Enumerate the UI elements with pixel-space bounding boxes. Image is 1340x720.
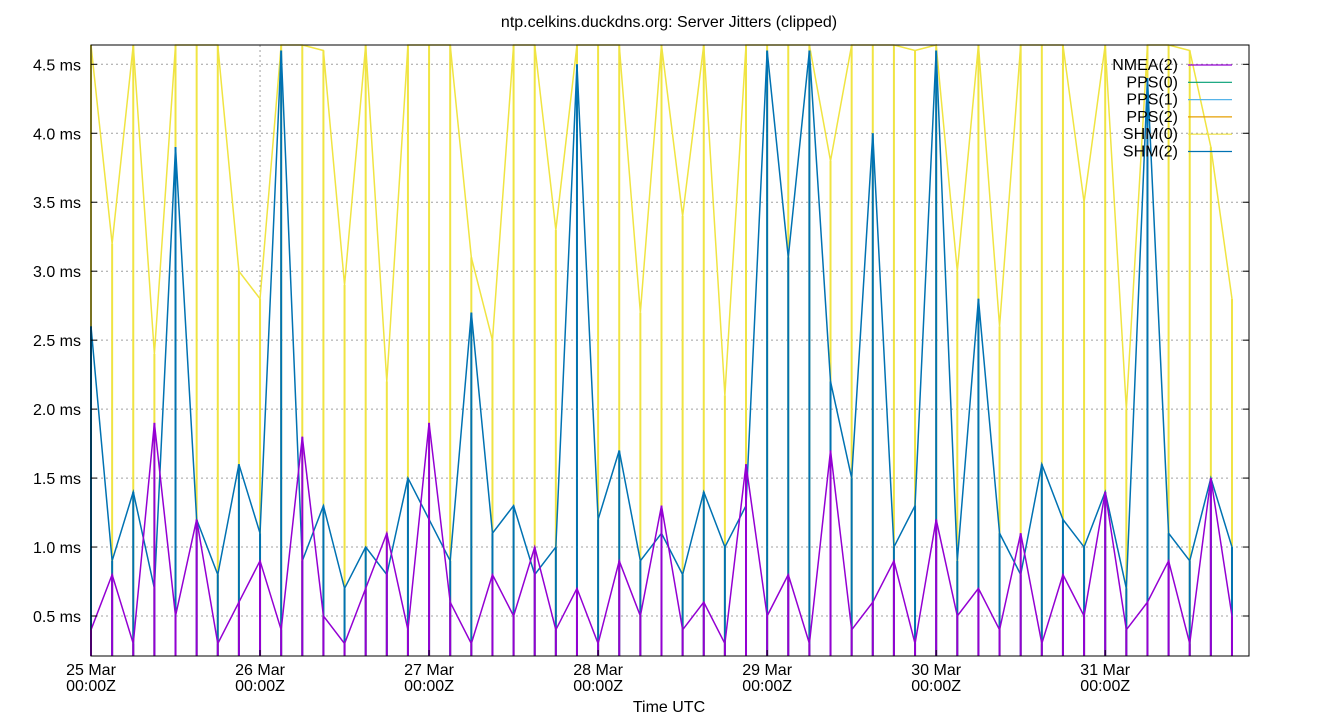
- x-tick-label-date: 30 Mar: [911, 662, 961, 679]
- legend-label: NMEA(2): [1112, 57, 1178, 74]
- legend-label: SHM(0): [1123, 126, 1178, 143]
- x-tick-label-date: 28 Mar: [573, 662, 623, 679]
- x-tick-label-date: 29 Mar: [742, 662, 792, 679]
- x-tick-label-time: 00:00Z: [1080, 678, 1130, 695]
- y-tick-label: 4.5 ms: [33, 57, 81, 74]
- y-tick-label: 1.0 ms: [33, 540, 81, 557]
- x-tick-label-date: 27 Mar: [404, 662, 454, 679]
- x-tick-label-date: 26 Mar: [235, 662, 285, 679]
- legend: NMEA(2)PPS(0)PPS(1)PPS(2)SHM(0)SHM(2): [1112, 57, 1232, 161]
- x-tick-label-time: 00:00Z: [235, 678, 285, 695]
- x-tick-label-date: 31 Mar: [1080, 662, 1130, 679]
- x-tick-label-time: 00:00Z: [911, 678, 961, 695]
- y-tick-label: 3.0 ms: [33, 264, 81, 281]
- plot-area: [90, 44, 1233, 656]
- x-tick-label-time: 00:00Z: [573, 678, 623, 695]
- plot-border: [90, 44, 1250, 657]
- x-axis-label: Time UTC: [633, 699, 705, 716]
- legend-label: SHM(2): [1123, 144, 1178, 161]
- y-tick-label: 3.5 ms: [33, 195, 81, 212]
- y-tick-label: 0.5 ms: [33, 609, 81, 626]
- y-tick-label: 2.5 ms: [33, 333, 81, 350]
- y-axis: 0.5 ms 1.0 ms 1.5 ms 2.0 ms 2.5 ms 3.0 ms 3.5 …: [33, 57, 1249, 626]
- x-tick-label-time: 00:00Z: [742, 678, 792, 695]
- y-tick-label: 1.5 ms: [33, 471, 81, 488]
- x-tick-label-time: 00:00Z: [66, 678, 116, 695]
- legend-label: PPS(1): [1126, 92, 1178, 109]
- chart-title: ntp.celkins.duckdns.org: Server Jitters …: [501, 14, 837, 31]
- y-tick-label: 2.0 ms: [33, 402, 81, 419]
- legend-label: PPS(2): [1126, 109, 1178, 126]
- legend-label: PPS(0): [1126, 74, 1178, 91]
- x-tick-label-time: 00:00Z: [404, 678, 454, 695]
- x-tick-label-date: 25 Mar: [66, 662, 116, 679]
- y-tick-label: 4.0 ms: [33, 126, 81, 143]
